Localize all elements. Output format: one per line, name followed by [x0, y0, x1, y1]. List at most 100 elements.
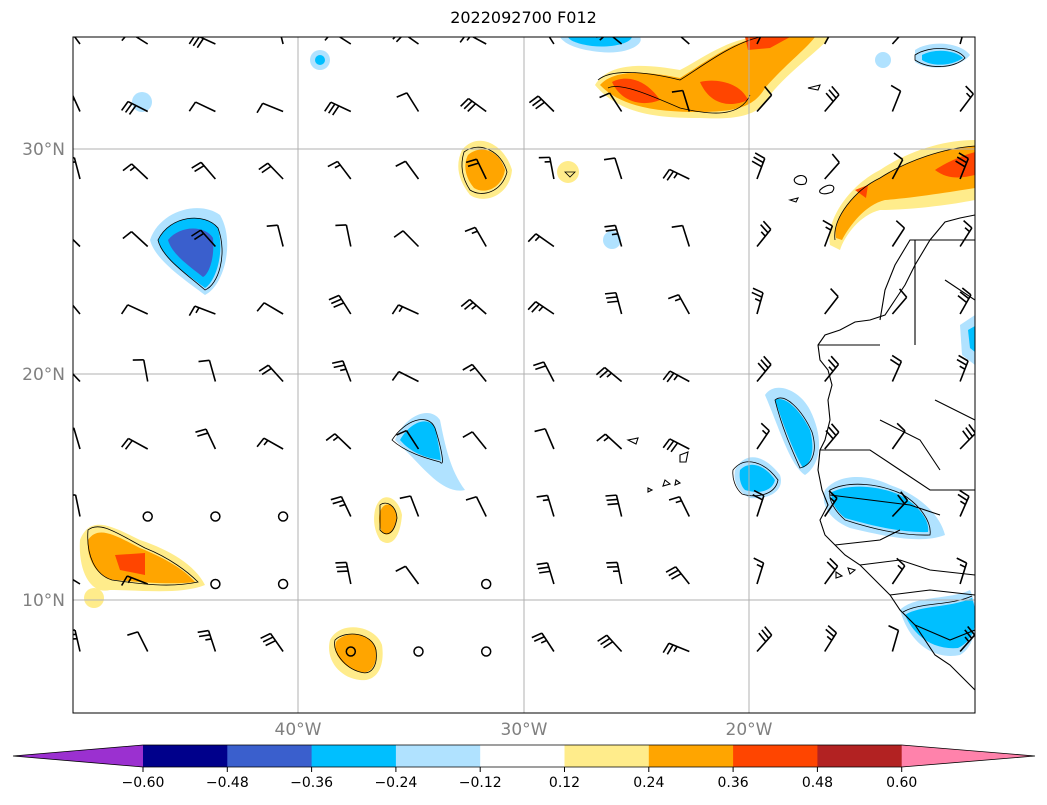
colorbar-tick-label: −0.12: [459, 775, 502, 791]
wind-barb: [121, 437, 149, 450]
wind-barb: [534, 427, 555, 450]
wind-barb: [662, 642, 690, 655]
colorbar-tick-label: −0.48: [206, 775, 249, 791]
colorbar-segment: [395, 745, 481, 767]
wind-barb: [396, 429, 420, 450]
colorbar-segment: [311, 745, 397, 767]
wind-barb: [752, 489, 765, 517]
wind-barb: [751, 152, 766, 180]
wind-barb: [756, 86, 773, 113]
wind-barb: [824, 557, 839, 585]
wind-barb: [120, 575, 148, 586]
wind-barb: [959, 85, 974, 112]
lon-label-40w: 40°W: [275, 720, 322, 740]
wind-barb: [824, 625, 838, 652]
wind-barb: [891, 557, 906, 585]
calm-wind-marker: [142, 511, 153, 522]
wind-barb: [331, 360, 352, 382]
wind-barb: [73, 427, 81, 450]
map-frame: [72, 36, 976, 714]
wind-barbs: [73, 37, 975, 657]
wind-barb: [548, 37, 555, 45]
wind-barb: [462, 363, 487, 383]
colorbar-segment: [143, 745, 228, 767]
colorbar: −0.60 −0.48 −0.36 −0.24 −0.12 0.12 0.24 0.36 0.4…: [12, 744, 1036, 791]
wind-barb: [459, 37, 487, 45]
wind-barb: [756, 422, 770, 450]
wind-barb: [668, 496, 691, 517]
wind-barb: [665, 566, 690, 585]
wind-barb: [460, 298, 487, 315]
wind-barb: [595, 366, 623, 383]
calm-wind-marker: [277, 578, 289, 590]
wind-barb: [664, 37, 690, 45]
wind-barb: [597, 634, 623, 653]
wind-barb: [957, 287, 972, 315]
wind-barb: [606, 561, 623, 585]
wind-barb: [753, 557, 765, 585]
wind-barb: [599, 92, 623, 112]
colorbar-tick-label: 0.24: [633, 775, 664, 791]
coastline: [626, 84, 975, 691]
colorbar-segment: [564, 745, 650, 767]
contour-lines: [87, 37, 975, 674]
wind-barb: [191, 161, 217, 180]
colorbar-tick-label: 0.12: [549, 775, 580, 791]
wind-barb: [328, 294, 352, 315]
colorbar-tick-label: −0.36: [290, 775, 333, 791]
wind-barb: [73, 156, 81, 180]
wind-barb: [959, 423, 975, 450]
wind-barb: [956, 557, 968, 585]
wind-barb: [195, 428, 217, 450]
wind-barb: [395, 565, 420, 585]
colorbar-extend-high: [901, 745, 1035, 767]
wind-barb: [671, 89, 691, 112]
wind-barb: [959, 37, 963, 45]
wind-barb: [824, 85, 840, 113]
wind-barb: [596, 433, 623, 450]
calm-wind-marker: [210, 578, 221, 590]
map-title: 2022092700 F012: [450, 8, 597, 27]
wind-barb: [891, 422, 906, 450]
colorbar-tick-label: −0.24: [374, 775, 417, 791]
wind-barb: [604, 291, 623, 315]
wind-barb: [122, 230, 149, 248]
colorbar-tick-label: 0.48: [802, 775, 833, 791]
colorbar-segment: [648, 745, 734, 767]
calm-wind-marker: [210, 511, 221, 522]
wind-barb: [671, 224, 691, 247]
wind-barb: [266, 224, 284, 247]
wind-barb: [191, 229, 216, 248]
wind-barb: [604, 224, 623, 247]
colorbar-segment: [817, 745, 903, 767]
wind-barb: [391, 304, 419, 315]
wind-barb: [465, 495, 487, 517]
wind-barb: [256, 102, 284, 114]
wind-barb: [959, 220, 973, 247]
wind-barb: [662, 370, 690, 383]
colorbar-segment: [733, 745, 818, 767]
wind-barb: [324, 37, 352, 45]
wind-barb: [256, 302, 284, 315]
wind-barb: [956, 354, 969, 382]
wind-barb: [327, 160, 352, 180]
wind-barb: [891, 152, 904, 180]
wind-barb: [528, 95, 555, 113]
wind-barb: [603, 157, 623, 180]
wind-barb: [188, 101, 216, 113]
wind-barb: [756, 626, 773, 653]
wind-barb: [667, 294, 690, 315]
wind-barb: [260, 632, 284, 652]
wind-barb: [73, 494, 81, 517]
calm-wind-marker: [345, 646, 357, 657]
wind-barb: [399, 495, 420, 517]
wind-barb: [891, 491, 909, 518]
colorbar-tick-label: 0.60: [886, 775, 917, 791]
lat-label-30n: 30°N: [22, 140, 65, 160]
wind-barb: [188, 305, 216, 316]
colorbar-segment: [480, 745, 565, 767]
wind-barb: [605, 494, 623, 517]
wind-barb: [824, 423, 840, 450]
wind-barb: [959, 626, 975, 653]
wind-barb: [756, 220, 772, 248]
